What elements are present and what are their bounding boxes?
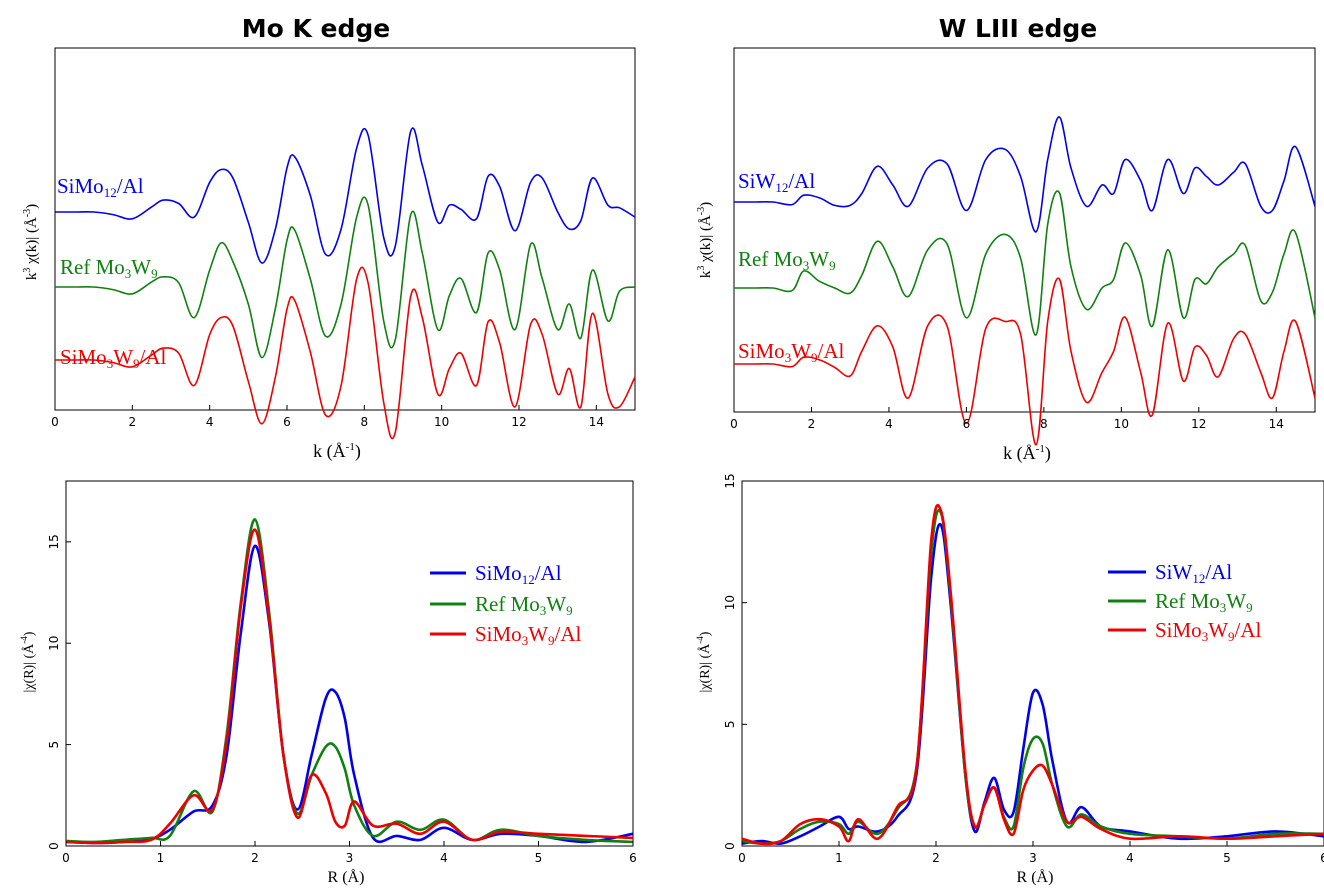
x-ticks: 0 1 2 3 4 5 6	[62, 841, 637, 865]
series-line-simo3w9-al	[55, 266, 636, 440]
series-group	[741, 504, 1324, 846]
y-tick-label: 5	[723, 721, 737, 729]
plot-frame	[741, 480, 1324, 847]
series-line-ref-mo3w9	[734, 190, 1316, 336]
series-line-siw12-al	[741, 522, 1324, 846]
series-line-siw12-al	[733, 116, 1316, 233]
x-tick-label: 5	[1223, 851, 1231, 865]
x-tick-label: 1	[835, 851, 843, 865]
panel-mo-k-edge: Mo K edge 0 2 4 6 8 10 12 14 k (Å-1) k3 χ(k)| (…	[22, 14, 636, 462]
x-tick-label: 4	[206, 415, 214, 429]
x-tick-label: 6	[963, 417, 971, 431]
y-ticks: 0 5 10 15	[723, 473, 747, 850]
x-tick-label: 14	[589, 415, 604, 429]
legend-label-simo3w9: SiMo3W9/Al	[1155, 618, 1262, 644]
y-tick-label: 15	[47, 534, 61, 549]
y-ticks: 0 5 10 15	[47, 534, 71, 850]
series-label-ref-mo3w9: Ref Mo3W9	[60, 255, 158, 281]
x-tick-label: 0	[730, 417, 738, 431]
x-tick-label: 14	[1269, 417, 1284, 431]
y-tick-label: 0	[47, 842, 61, 850]
series-line-simo12-al	[55, 127, 636, 264]
y-axis-label: k3 χ(k)| (Å-3)	[22, 204, 40, 280]
x-tick-label: 6	[283, 415, 291, 429]
x-tick-label: 8	[1040, 417, 1048, 431]
x-tick-label: 6	[1320, 851, 1324, 865]
series-line-ref-mo3w9	[55, 196, 636, 359]
series-label-simo12: SiMo12/Al	[57, 174, 144, 200]
x-tick-label: 1	[157, 851, 165, 865]
x-axis-label: R (Å)	[1017, 868, 1054, 886]
panel-mo-ft: 0 1 2 3 4 5 6 0 5 10 15 R (Å) |χ(R)| (Å-4) SiMo12…	[19, 480, 637, 886]
series-label-siw12: SiW12/Al	[738, 169, 815, 195]
legend-label-siw12: SiW12/Al	[1155, 560, 1232, 586]
legend: SiW12/Al Ref Mo3W9 SiMo3W9/Al	[1108, 560, 1262, 644]
y-tick-label: 15	[723, 473, 737, 488]
x-tick-label: 10	[434, 415, 449, 429]
x-ticks: 0 2 4 6 8 10 12 14	[51, 405, 604, 429]
series-label-simo3w9: SiMo3W9/Al	[60, 345, 167, 371]
x-tick-label: 0	[738, 851, 746, 865]
y-axis-label: |χ(R)| (Å-4)	[695, 631, 713, 692]
legend-label-ref-mo3w9: Ref Mo3W9	[1155, 589, 1253, 615]
y-tick-label: 5	[47, 741, 61, 749]
x-axis-label: k (Å-1)	[313, 441, 361, 462]
x-tick-label: 8	[361, 415, 369, 429]
legend-label-ref-mo3w9: Ref Mo3W9	[475, 592, 573, 618]
series-label-ref-mo3w9: Ref Mo3W9	[738, 247, 836, 273]
x-tick-label: 6	[629, 851, 637, 865]
x-tick-label: 4	[885, 417, 893, 431]
x-axis-label: k (Å-1)	[1003, 443, 1051, 464]
series-line-ref-mo3w9	[741, 508, 1324, 845]
series-group	[733, 116, 1316, 446]
x-tick-label: 2	[932, 851, 940, 865]
plot-frame	[733, 47, 1316, 413]
x-tick-label: 2	[251, 851, 259, 865]
x-ticks: 0 2 4 6 8 10 12 14	[730, 407, 1284, 431]
chart-title: W LIII edge	[939, 14, 1098, 43]
series-label-simo3w9: SiMo3W9/Al	[738, 339, 845, 365]
x-tick-label: 0	[51, 415, 59, 429]
x-axis-label: R (Å)	[328, 868, 365, 886]
x-tick-label: 3	[1029, 851, 1037, 865]
x-tick-label: 5	[535, 851, 543, 865]
series-line-simo12-al	[65, 544, 634, 845]
y-axis-label: k3 χ(k)| (Å-3)	[696, 202, 714, 278]
legend: SiMo12/Al Ref Mo3W9 SiMo3W9/Al	[430, 561, 582, 648]
series-line-simo3w9-al	[741, 504, 1324, 846]
y-tick-label: 10	[723, 595, 737, 610]
x-tick-label: 2	[808, 417, 816, 431]
x-ticks: 0 1 2 3 4 5 6	[738, 841, 1324, 865]
y-tick-label: 0	[723, 842, 737, 850]
x-tick-label: 3	[346, 851, 354, 865]
panel-w-l3-edge: W LIII edge 0 2 4 6 8 10 12 14 k (Å-1) k3 χ(k)|…	[696, 14, 1316, 464]
x-tick-label: 12	[511, 415, 526, 429]
y-tick-label: 10	[47, 636, 61, 651]
plot-frame	[54, 47, 636, 411]
x-tick-label: 10	[1114, 417, 1129, 431]
series-line-simo3w9-al	[734, 277, 1316, 446]
chart-title: Mo K edge	[242, 14, 391, 43]
x-tick-label: 12	[1191, 417, 1206, 431]
legend-label-simo3w9: SiMo3W9/Al	[475, 622, 582, 648]
panel-w-ft: 0 1 2 3 4 5 6 0 5 10 15 R (Å) |χ(R)| (Å-4) SiW12/…	[695, 473, 1324, 886]
x-tick-label: 0	[62, 851, 70, 865]
x-tick-label: 4	[1126, 851, 1134, 865]
series-group	[55, 127, 636, 440]
x-tick-label: 4	[440, 851, 448, 865]
x-tick-label: 2	[129, 415, 137, 429]
series-line-simo3w9-al	[65, 528, 634, 845]
legend-label-simo12: SiMo12/Al	[475, 561, 562, 587]
y-axis-label: |χ(R)| (Å-4)	[19, 631, 37, 692]
series-group	[65, 518, 634, 845]
